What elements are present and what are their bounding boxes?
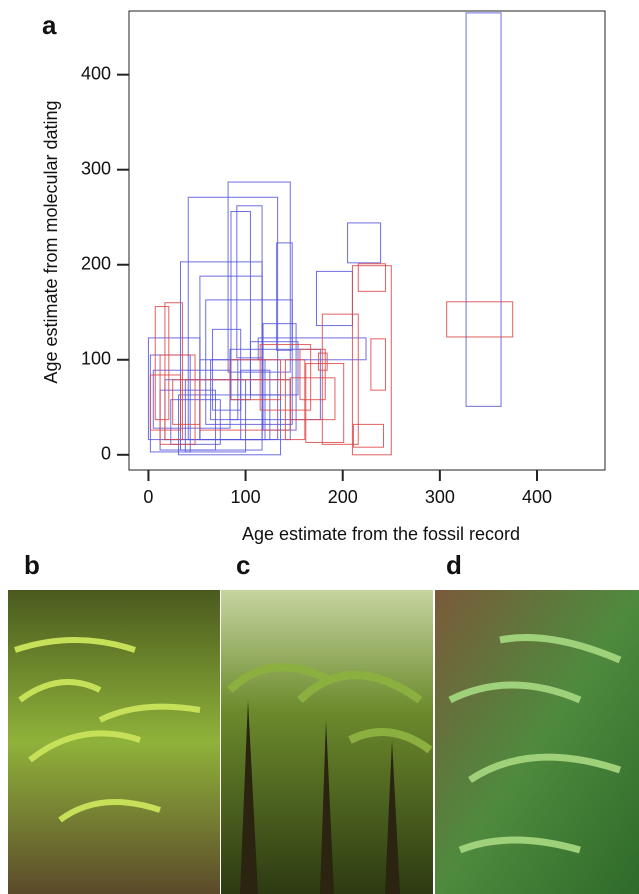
range-box (179, 261, 263, 451)
range-box (240, 369, 271, 441)
x-tick-label: 300 (425, 487, 455, 507)
range-box (249, 341, 299, 396)
range-box (321, 313, 359, 445)
y-tick-label: 400 (81, 63, 111, 83)
y-tick-label: 0 (101, 444, 111, 464)
range-box (465, 12, 502, 407)
range-box (187, 196, 279, 441)
x-tick-label: 400 (522, 487, 552, 507)
panel-label: b (24, 550, 40, 580)
y-tick-label: 100 (81, 349, 111, 369)
range-box (154, 306, 170, 421)
range-box (210, 359, 239, 421)
range-box (164, 302, 183, 441)
range-box (347, 222, 382, 264)
range-box (370, 338, 386, 391)
y-tick-label: 300 (81, 158, 111, 178)
x-axis-label: Age estimate from the fossil record (242, 524, 520, 544)
panel-label: a (42, 10, 57, 40)
plot (128, 10, 606, 471)
range-box (351, 265, 392, 456)
range-box (317, 352, 328, 371)
range-box (446, 301, 514, 338)
x-tick-label: 0 (143, 487, 153, 507)
panel-label: c (236, 550, 250, 580)
range-box (299, 348, 326, 401)
y-tick-label: 200 (81, 253, 111, 273)
photo-b (8, 590, 220, 894)
photo-d (435, 590, 639, 894)
range-box (172, 379, 201, 425)
photo-c (221, 590, 433, 894)
range-box (352, 423, 385, 448)
range-box (205, 299, 293, 425)
fronds (227, 663, 433, 754)
range-box (149, 374, 181, 431)
y-axis-label: Age estimate from molecular dating (41, 100, 61, 383)
range-box (262, 323, 297, 431)
plot-frame (128, 10, 606, 471)
x-tick-label: 100 (231, 487, 261, 507)
x-tick-label: 200 (328, 487, 358, 507)
photo (8, 590, 220, 894)
panel-label: d (446, 550, 462, 580)
fronds (14, 637, 201, 823)
range-box (159, 354, 196, 445)
range-box (229, 359, 282, 401)
range-box (276, 242, 293, 351)
fronds (448, 634, 622, 854)
range-box (227, 181, 291, 373)
trunks (240, 700, 400, 894)
range-box (289, 377, 336, 421)
range-box (357, 263, 386, 292)
